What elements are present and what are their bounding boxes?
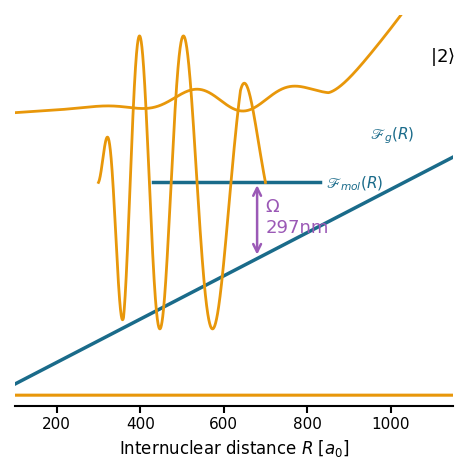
Text: $\mathscr{F}_{g}(R)$: $\mathscr{F}_{g}(R)$ bbox=[370, 125, 414, 146]
Text: $|2\rangle$: $|2\rangle$ bbox=[430, 46, 456, 68]
Text: $\Omega$
297nm: $\Omega$ 297nm bbox=[265, 198, 329, 237]
Text: $\mathscr{F}_{mol}(R)$: $\mathscr{F}_{mol}(R)$ bbox=[326, 175, 383, 193]
X-axis label: Internuclear distance $R$ [$a_0$]: Internuclear distance $R$ [$a_0$] bbox=[119, 438, 349, 459]
